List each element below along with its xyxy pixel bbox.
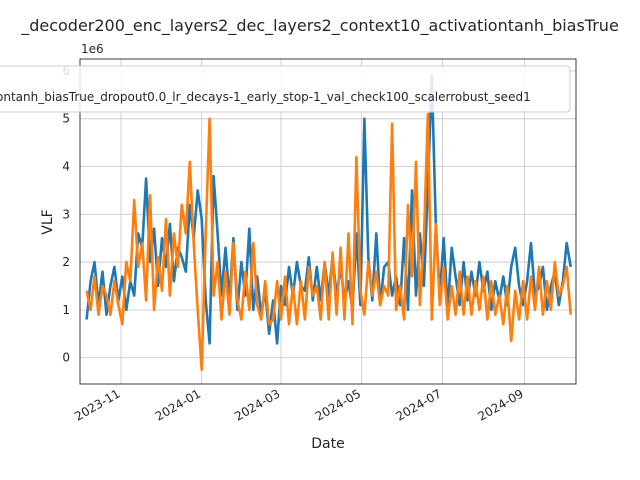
y-multiplier: 1e6 <box>81 42 104 56</box>
y-tick-label: 1 <box>62 303 70 317</box>
y-axis-label: VLF <box>40 209 56 234</box>
x-tick-label: 2024-07 <box>393 386 443 423</box>
legend-entry: ontanh_biasTrue_dropout0.0_lr_decays-1_e… <box>0 90 531 104</box>
y-tick-label: 2 <box>62 255 70 269</box>
x-tick-label: 2024-01 <box>153 386 203 423</box>
chart-title: _decoder200_enc_layers2_dec_layers2_cont… <box>20 16 619 36</box>
series-lines <box>85 74 572 372</box>
y-tick-label: 0 <box>62 351 70 365</box>
x-axis-label: Date <box>311 436 344 452</box>
legend: ontanh_biasTrue_dropout0.0_lr_decays-1_e… <box>0 65 571 113</box>
y-tick-label: 4 <box>62 160 70 174</box>
y-tick-label: 5 <box>62 112 70 126</box>
x-tick-label: 2023-11 <box>72 386 122 423</box>
series-line-predicted <box>85 112 572 372</box>
plot-frame <box>79 58 577 385</box>
x-tick-label: 2024-05 <box>313 386 363 423</box>
x-tick-label: 2024-09 <box>475 386 525 423</box>
legend-box <box>0 65 571 113</box>
x-tick-labels: 2023-11 2024-01 2024-03 2024-05 2024-07 2024-… <box>72 386 526 423</box>
x-tick-label: 2024-03 <box>232 386 282 423</box>
y-tick-label: 3 <box>62 207 70 221</box>
